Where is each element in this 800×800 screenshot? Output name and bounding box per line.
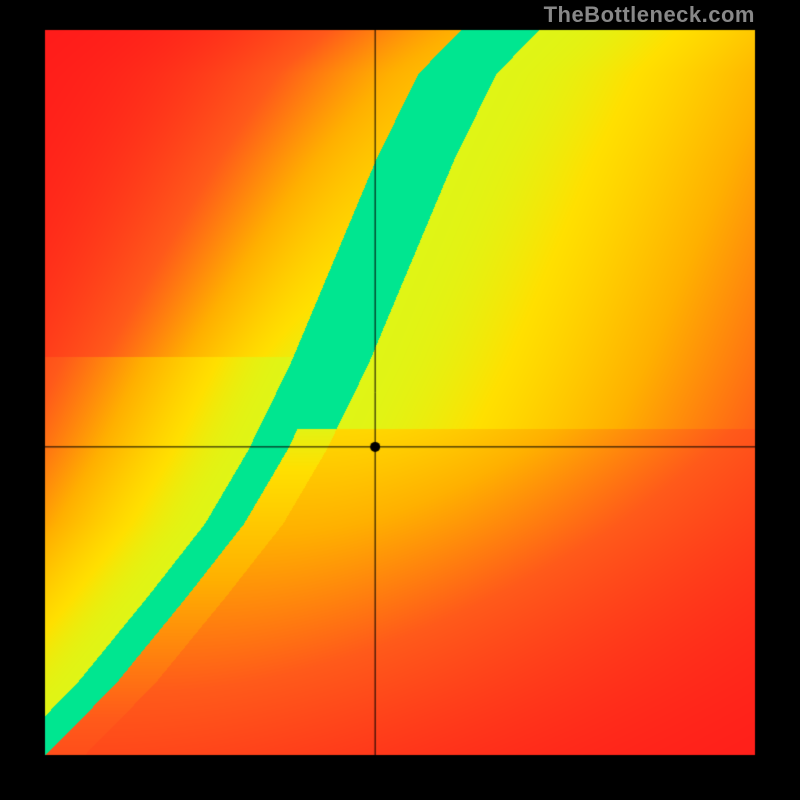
chart-container: TheBottleneck.com (0, 0, 800, 800)
watermark-text: TheBottleneck.com (544, 2, 755, 28)
bottleneck-heatmap (0, 0, 800, 800)
